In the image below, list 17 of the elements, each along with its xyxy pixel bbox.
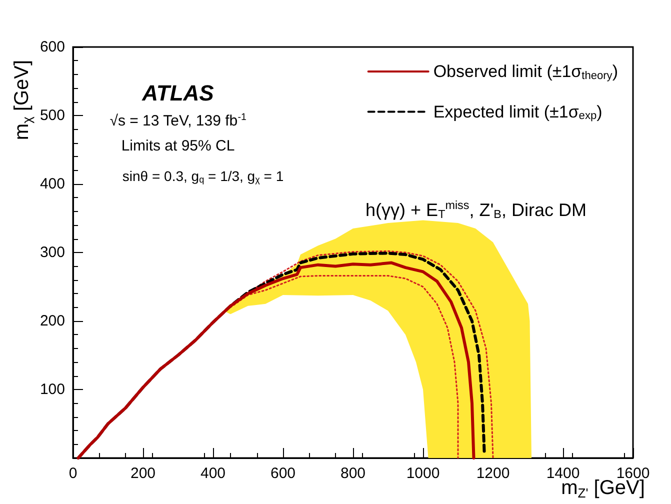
- x-tick-label: 800: [340, 465, 366, 482]
- x-tick-label: 1200: [476, 465, 510, 482]
- y-tick-label: 200: [40, 312, 65, 330]
- y-axis-title: mχ [GeV]: [11, 60, 34, 140]
- x-tick-label: 1400: [546, 465, 580, 482]
- y-tick-label: 600: [40, 38, 65, 56]
- annotation: ATLAS: [141, 80, 214, 106]
- x-tick-label: 400: [200, 465, 226, 482]
- x-tick-label: 600: [270, 465, 296, 482]
- x-tick-label: 1000: [406, 465, 440, 482]
- x-tick-label: 0: [68, 465, 78, 482]
- y-tick-label: 300: [40, 244, 65, 261]
- y-tick-label: 500: [40, 107, 65, 124]
- x-tick-label: 200: [130, 465, 156, 482]
- y-tick-label: 400: [40, 176, 65, 192]
- annotation: Limits at 95% CL: [121, 138, 235, 154]
- y-tick-label: 100: [40, 381, 65, 398]
